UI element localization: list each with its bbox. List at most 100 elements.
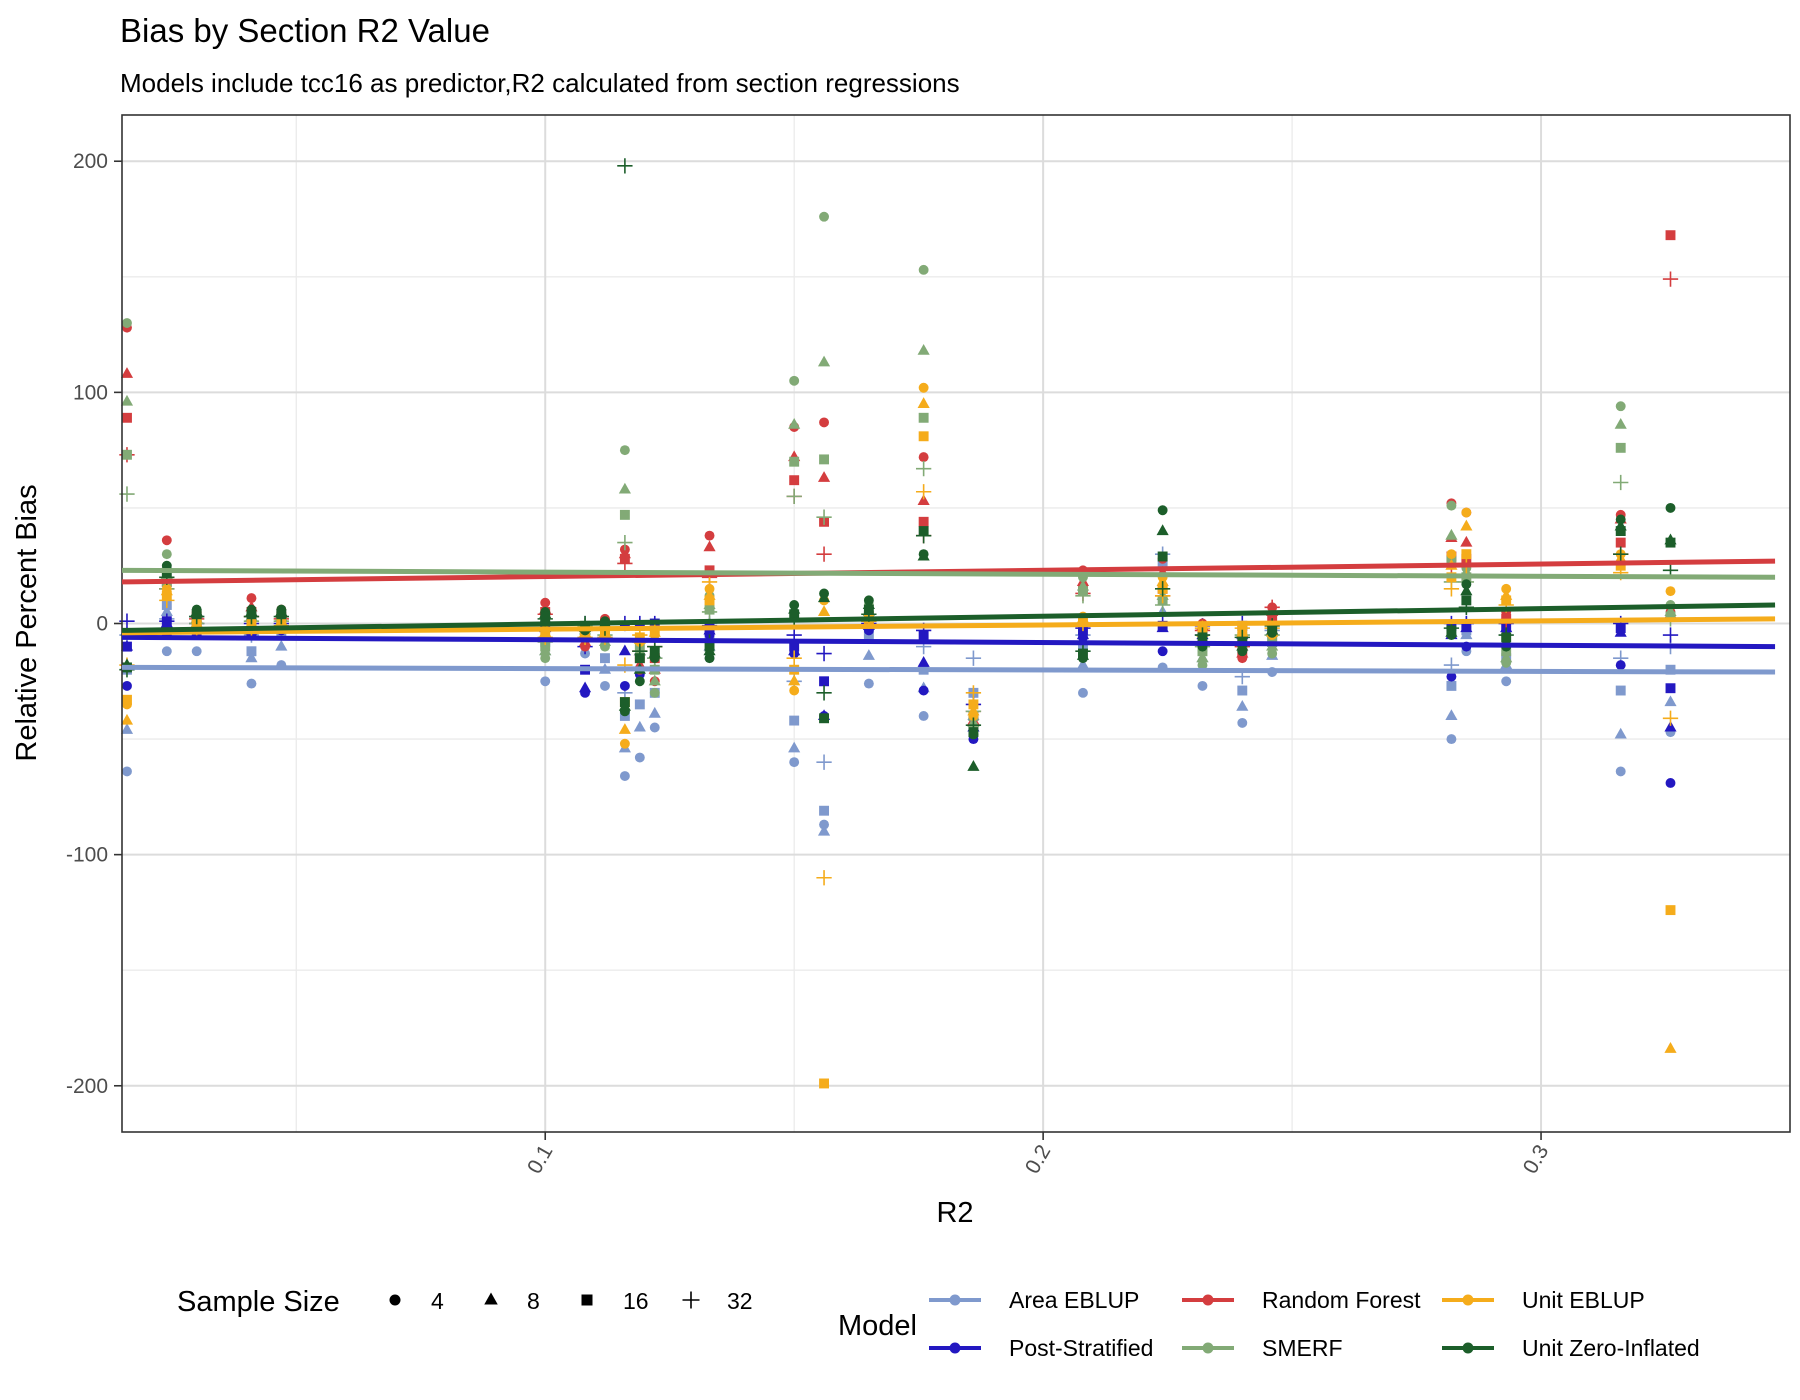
y-axis-label: Relative Percent Bias [11, 484, 43, 761]
point-3-20 [540, 653, 551, 664]
point-1-54 [819, 676, 830, 687]
point-2-106 [1665, 230, 1676, 241]
point-0-12 [246, 678, 257, 689]
point-3-40 [649, 687, 660, 698]
point-1-50 [789, 641, 800, 652]
point-0-17 [275, 639, 288, 651]
point-3-61 [917, 344, 930, 355]
point-3-103 [1613, 474, 1629, 491]
point-4-107 [1662, 710, 1679, 726]
point-4-51 [786, 650, 802, 666]
point-5-103 [1613, 546, 1629, 562]
point-3-51 [786, 488, 802, 505]
point-1-106 [1665, 683, 1676, 694]
legend-model-label-1: Post-Stratified [1009, 1335, 1153, 1361]
point-3-48 [789, 375, 800, 386]
point-5-92 [1461, 579, 1472, 590]
point-0-48 [789, 757, 800, 768]
point-5-19 [273, 608, 289, 625]
point-4-1 [120, 713, 134, 725]
y-tick-label-0: 200 [73, 150, 108, 173]
point-3-71 [1075, 588, 1091, 604]
point-3-89 [1445, 528, 1458, 540]
legend-sample-size-item-0: 4 [389, 1288, 444, 1314]
legend-model-key-dot-2 [1202, 1294, 1214, 1306]
point-4-33 [618, 723, 631, 734]
trend-line-5 [121, 602, 1776, 633]
point-2-1 [120, 367, 134, 378]
point-4-93 [1460, 519, 1473, 531]
point-1-33 [618, 644, 631, 656]
point-3-88 [1446, 500, 1457, 511]
point-2-2 [122, 412, 132, 423]
point-0-50 [789, 715, 800, 726]
grid-lines [122, 115, 1790, 1132]
point-1-55 [816, 645, 832, 662]
point-3-63 [915, 460, 932, 477]
point-3-77 [1196, 651, 1209, 663]
point-3-53 [817, 355, 831, 367]
legend-model-item-3: SMERF [1182, 1335, 1343, 1361]
point-3-54 [819, 454, 830, 465]
trend-line-1 [121, 634, 1776, 650]
point-0-89 [1445, 709, 1458, 721]
y-tick-label-2: 0 [96, 613, 108, 636]
point-0-52 [819, 819, 830, 830]
point-4-49 [788, 674, 801, 686]
point-0-60 [918, 711, 929, 721]
point-5-106 [1665, 537, 1676, 548]
point-0-40 [649, 722, 660, 733]
legend-model-key-dot-3 [1202, 1342, 1214, 1354]
point-5-11 [189, 608, 205, 625]
point-4-67 [965, 685, 982, 701]
trend-line-3 [121, 567, 1776, 580]
point-2-61 [917, 494, 930, 506]
point-2-44 [704, 530, 715, 541]
point-3-55 [816, 509, 832, 525]
legend-model-label-5: Unit Zero-Inflated [1522, 1335, 1700, 1361]
point-4-73 [1156, 575, 1169, 586]
point-3-62 [918, 412, 929, 423]
legend-model-item-5: Unit Zero-Inflated [1442, 1335, 1700, 1361]
point-0-0 [122, 766, 132, 777]
legend-shape-key-3 [682, 1291, 700, 1309]
point-5-63 [915, 528, 932, 544]
y-axis-ticks: 200 100 0 -100 -200 [66, 150, 122, 1098]
point-0-36 [634, 752, 645, 763]
point-2-55 [816, 546, 832, 562]
point-3-2 [122, 449, 132, 460]
point-5-61 [917, 549, 930, 561]
point-3-4 [161, 549, 172, 560]
point-0-56 [863, 678, 874, 689]
point-0-1 [120, 723, 134, 734]
point-5-102 [1615, 526, 1626, 536]
point-0-28 [600, 680, 610, 691]
point-5-35 [617, 158, 633, 174]
legend-sample-size-label-0: 4 [431, 1288, 444, 1314]
point-0-49 [788, 741, 801, 753]
point-4-91 [1443, 581, 1460, 597]
legend-sample-size-label-2: 16 [623, 1288, 649, 1314]
point-0-4 [161, 646, 172, 657]
legend-sample-size: Sample Size 4 8 16 32 [177, 1286, 753, 1318]
point-5-54 [819, 713, 830, 724]
point-0-69 [1076, 658, 1090, 670]
point-0-53 [817, 824, 831, 836]
legend-model-item-0: Area EBLUP [929, 1287, 1139, 1313]
point-0-101 [1614, 727, 1627, 739]
point-2-93 [1460, 535, 1473, 547]
point-0-13 [245, 651, 258, 663]
point-1-107 [1662, 627, 1679, 643]
y-tick-label-3: -100 [66, 844, 108, 867]
legend-model-key-dot-0 [949, 1294, 961, 1306]
point-5-93 [1460, 584, 1473, 596]
point-1-105 [1664, 720, 1677, 732]
legend-model-key-dot-5 [1462, 1342, 1474, 1354]
point-1-72 [1157, 646, 1168, 657]
point-3-76 [1197, 660, 1208, 671]
point-4-32 [619, 738, 630, 749]
point-3-101 [1614, 417, 1627, 429]
point-5-74 [1157, 551, 1168, 562]
point-3-97 [1500, 651, 1513, 663]
